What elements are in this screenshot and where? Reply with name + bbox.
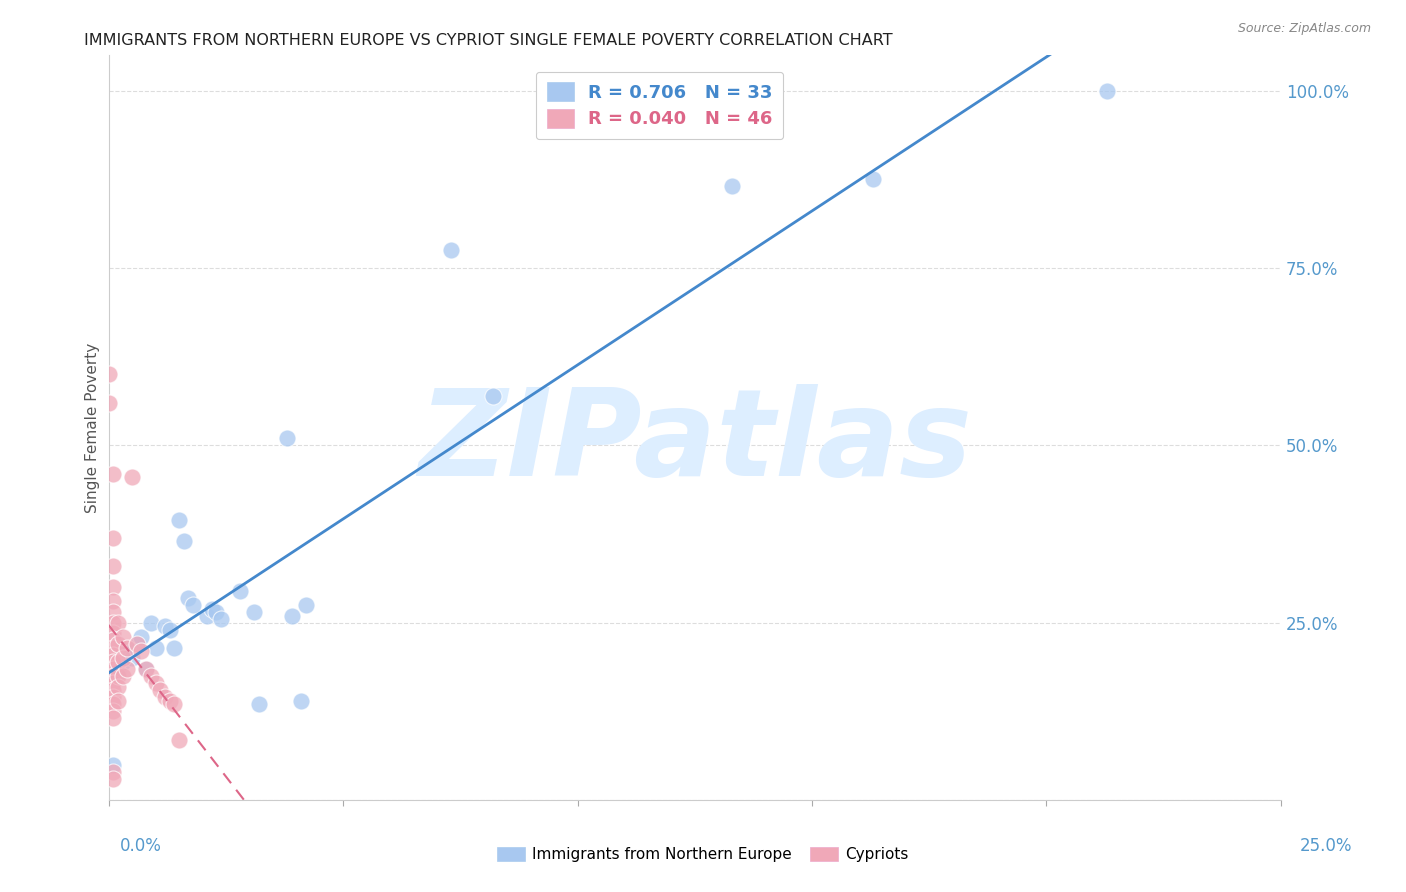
Point	[173, 534, 195, 549]
Point	[111, 655, 134, 669]
Point	[103, 626, 125, 640]
Point	[111, 651, 134, 665]
Point	[163, 698, 186, 712]
Point	[103, 772, 125, 786]
Text: 25.0%: 25.0%	[1301, 837, 1353, 855]
Point	[103, 605, 125, 619]
Point	[103, 683, 125, 698]
Point	[125, 637, 148, 651]
Point	[107, 680, 129, 694]
Point	[97, 368, 120, 382]
Point	[107, 615, 129, 630]
Point	[125, 637, 148, 651]
Point	[153, 690, 176, 705]
Y-axis label: Single Female Poverty: Single Female Poverty	[86, 343, 100, 513]
Text: IMMIGRANTS FROM NORTHERN EUROPE VS CYPRIOT SINGLE FEMALE POVERTY CORRELATION CHA: IMMIGRANTS FROM NORTHERN EUROPE VS CYPRI…	[84, 33, 893, 48]
Point	[149, 683, 172, 698]
Point	[107, 669, 129, 683]
Point	[103, 648, 125, 662]
Point	[111, 669, 134, 683]
Point	[103, 594, 125, 608]
Point	[135, 662, 157, 676]
Point	[290, 694, 312, 708]
Point	[121, 470, 143, 484]
Point	[139, 669, 162, 683]
Point	[117, 662, 139, 676]
Point	[167, 513, 190, 527]
Point	[276, 431, 298, 445]
Point	[721, 179, 744, 194]
Point	[103, 633, 125, 648]
Point	[103, 764, 125, 779]
Point	[131, 644, 153, 658]
Text: Source: ZipAtlas.com: Source: ZipAtlas.com	[1237, 22, 1371, 36]
Point	[139, 615, 162, 630]
Point	[111, 630, 134, 644]
Point	[103, 711, 125, 725]
Point	[103, 698, 125, 712]
Point	[103, 662, 125, 676]
Point	[103, 640, 125, 655]
Point	[131, 630, 153, 644]
Point	[117, 640, 139, 655]
Point	[181, 598, 204, 612]
Point	[103, 705, 125, 719]
Point	[107, 694, 129, 708]
Point	[201, 601, 224, 615]
Point	[862, 172, 884, 186]
Point	[97, 396, 120, 410]
Point	[163, 640, 186, 655]
Point	[209, 612, 232, 626]
Point	[107, 655, 129, 669]
Point	[145, 676, 167, 690]
Point	[107, 637, 129, 651]
Point	[103, 558, 125, 573]
Point	[167, 732, 190, 747]
Point	[117, 644, 139, 658]
Point	[1097, 84, 1119, 98]
Point	[135, 662, 157, 676]
Point	[482, 389, 505, 403]
Point	[159, 694, 181, 708]
Legend: Immigrants from Northern Europe, Cypriots: Immigrants from Northern Europe, Cypriot…	[491, 841, 915, 868]
Point	[103, 757, 125, 772]
Point	[243, 605, 266, 619]
Point	[280, 608, 302, 623]
Point	[159, 623, 181, 637]
Point	[440, 244, 463, 258]
Point	[103, 676, 125, 690]
Point	[103, 531, 125, 545]
Point	[145, 640, 167, 655]
Text: 0.0%: 0.0%	[120, 837, 162, 855]
Point	[103, 690, 125, 705]
Point	[103, 580, 125, 594]
Point	[107, 665, 129, 680]
Point	[103, 467, 125, 481]
Point	[103, 655, 125, 669]
Legend: R = 0.706   N = 33, R = 0.040   N = 46: R = 0.706 N = 33, R = 0.040 N = 46	[536, 71, 783, 139]
Point	[205, 605, 228, 619]
Point	[103, 615, 125, 630]
Text: ZIPatlas: ZIPatlas	[418, 384, 972, 501]
Point	[195, 608, 218, 623]
Point	[294, 598, 316, 612]
Point	[229, 583, 252, 598]
Point	[177, 591, 200, 605]
Point	[153, 619, 176, 633]
Point	[247, 698, 270, 712]
Point	[103, 669, 125, 683]
Point	[121, 651, 143, 665]
